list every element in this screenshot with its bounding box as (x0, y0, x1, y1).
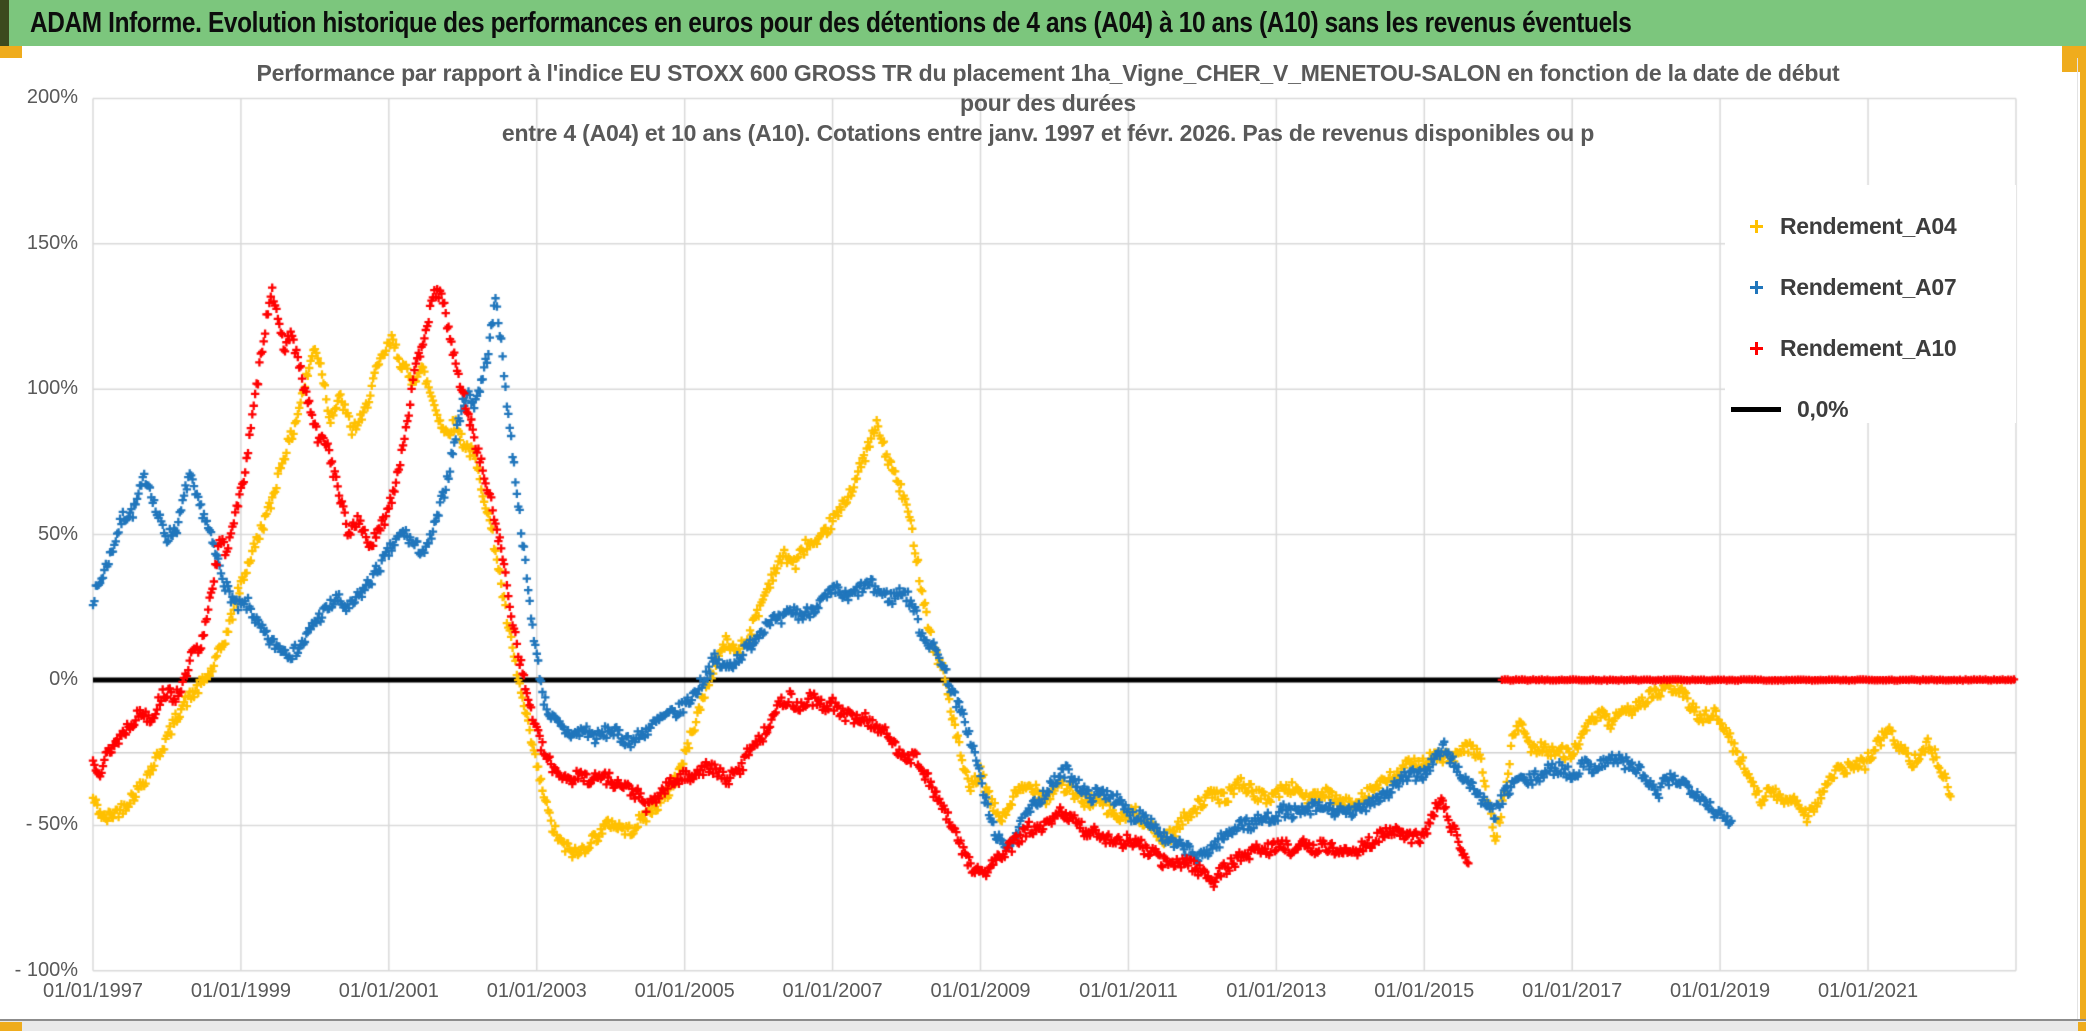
x-tick-label: 01/01/1997 (42, 980, 144, 1002)
legend-item-rendement-a10[interactable]: Rendement_A10 (1725, 333, 2016, 363)
y-tick-label: 200% (26, 86, 78, 109)
x-tick-label: 01/01/2011 (1079, 980, 1178, 1002)
y-tick-label: - 100% (14, 958, 78, 981)
x-tick-label: 01/01/2021 (1817, 980, 1919, 1002)
x-tick-label: 01/01/2003 (486, 980, 587, 1002)
legend-item-label: Rendement_A04 (1780, 212, 1957, 239)
legend-item-label: Rendement_A10 (1780, 334, 1957, 361)
x-tick-label: 01/01/2007 (782, 980, 883, 1002)
legend-item-rendement-a04[interactable]: Rendement_A04 (1725, 211, 2016, 241)
scrollbar-thumb[interactable] (0, 1022, 22, 1031)
bottom-divider-line (0, 1019, 2086, 1021)
legend-zero-line-icon (1731, 406, 1781, 412)
chart-title-line-3: entre 4 (A04) et 10 ans (A10). Cotations… (501, 120, 1595, 146)
legend-item-label: 0,0% (1797, 395, 1849, 422)
x-tick-label: 01/01/2019 (1670, 980, 1771, 1002)
x-tick-label: 01/01/2001 (338, 980, 439, 1002)
chart-title-line-2: pour des durées (960, 90, 1136, 116)
y-tick-label: 50% (37, 522, 78, 545)
y-tick-label: 100% (26, 377, 78, 400)
y-tick-label: 150% (26, 231, 78, 254)
legend: Rendement_A04 Rendement_A07 Rendement_A10 0… (1725, 185, 2016, 423)
x-tick-label: 01/01/2017 (1522, 980, 1623, 1002)
legend-item-rendement-a07[interactable]: Rendement_A07 (1725, 272, 2016, 302)
legend-plus-marker-icon (1749, 341, 1764, 356)
legend-plus-marker-icon (1749, 219, 1764, 234)
y-tick-label: - 50% (25, 813, 78, 836)
chart-title: Performance par rapport à l'indice EU ST… (93, 58, 2003, 148)
bottom-scrollbar-track[interactable] (0, 1021, 2086, 1031)
x-tick-label: 01/01/1999 (190, 980, 291, 1002)
x-tick-label: 01/01/2005 (634, 980, 735, 1002)
y-tick-label: 0% (49, 668, 78, 691)
x-tick-label: 01/01/2009 (930, 980, 1031, 1002)
chart-title-line-1: Performance par rapport à l'indice EU ST… (256, 60, 1840, 86)
legend-plus-marker-icon (1749, 280, 1764, 295)
legend-item-label: Rendement_A07 (1780, 273, 1957, 300)
amber-accent-bottom-right (2078, 1022, 2086, 1031)
x-tick-label: 01/01/2013 (1226, 980, 1327, 1002)
legend-item-0-0-[interactable]: 0,0% (1725, 394, 2016, 424)
x-tick-label: 01/01/2015 (1374, 980, 1475, 1002)
